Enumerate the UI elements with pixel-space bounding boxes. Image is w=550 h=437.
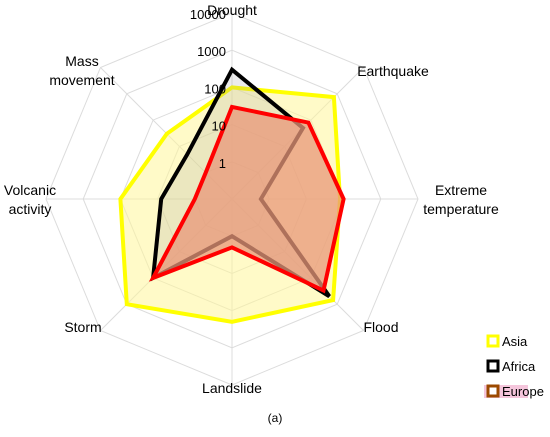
category-label-line: movement <box>49 72 114 88</box>
category-label: Landslide <box>202 380 262 396</box>
tick-label-layer: 1 10 100 1000 10000 <box>190 7 226 171</box>
tick-label: 1 <box>219 156 226 171</box>
category-label-line: Earthquake <box>357 63 429 79</box>
legend-swatch <box>486 334 500 348</box>
legend-label: Asia <box>502 334 528 349</box>
legend-swatch <box>486 359 500 373</box>
category-label-line: Storm <box>64 319 101 335</box>
category-label: Storm <box>64 319 101 335</box>
legend-item-africa: Africa <box>486 359 536 374</box>
category-label-line: activity <box>9 201 52 217</box>
category-label-layer: Drought Earthquake Extreme temperature Flood… <box>4 2 499 396</box>
tick-label: 10 <box>212 119 226 134</box>
legend: Asia Africa Europe <box>484 334 544 399</box>
category-label: Flood <box>363 319 398 335</box>
tick-label: 10000 <box>190 7 226 22</box>
category-label-line: Flood <box>363 319 398 335</box>
category-label: Extreme temperature <box>423 182 499 217</box>
category-label: Earthquake <box>357 63 429 79</box>
legend-swatch <box>486 384 500 398</box>
legend-item-europe: Europe <box>484 384 544 399</box>
figure-caption: (a) <box>268 411 283 425</box>
category-label: Drought <box>207 2 257 18</box>
series-europe-area <box>148 104 346 294</box>
category-label-line: Extreme <box>435 182 487 198</box>
category-label: Volcanic activity <box>4 182 56 217</box>
tick-label: 100 <box>204 81 226 96</box>
category-label-line: Drought <box>207 2 257 18</box>
category-label-line: Volcanic <box>4 182 56 198</box>
category-label: Mass movement <box>49 53 114 88</box>
category-label-line: temperature <box>423 201 499 217</box>
category-label-line: Landslide <box>202 380 262 396</box>
legend-label: Africa <box>502 359 536 374</box>
category-label-line: Mass <box>65 53 98 69</box>
legend-label: Europe <box>502 384 544 399</box>
legend-item-asia: Asia <box>486 334 528 349</box>
series-layer <box>118 66 346 324</box>
tick-label: 1000 <box>197 44 226 59</box>
